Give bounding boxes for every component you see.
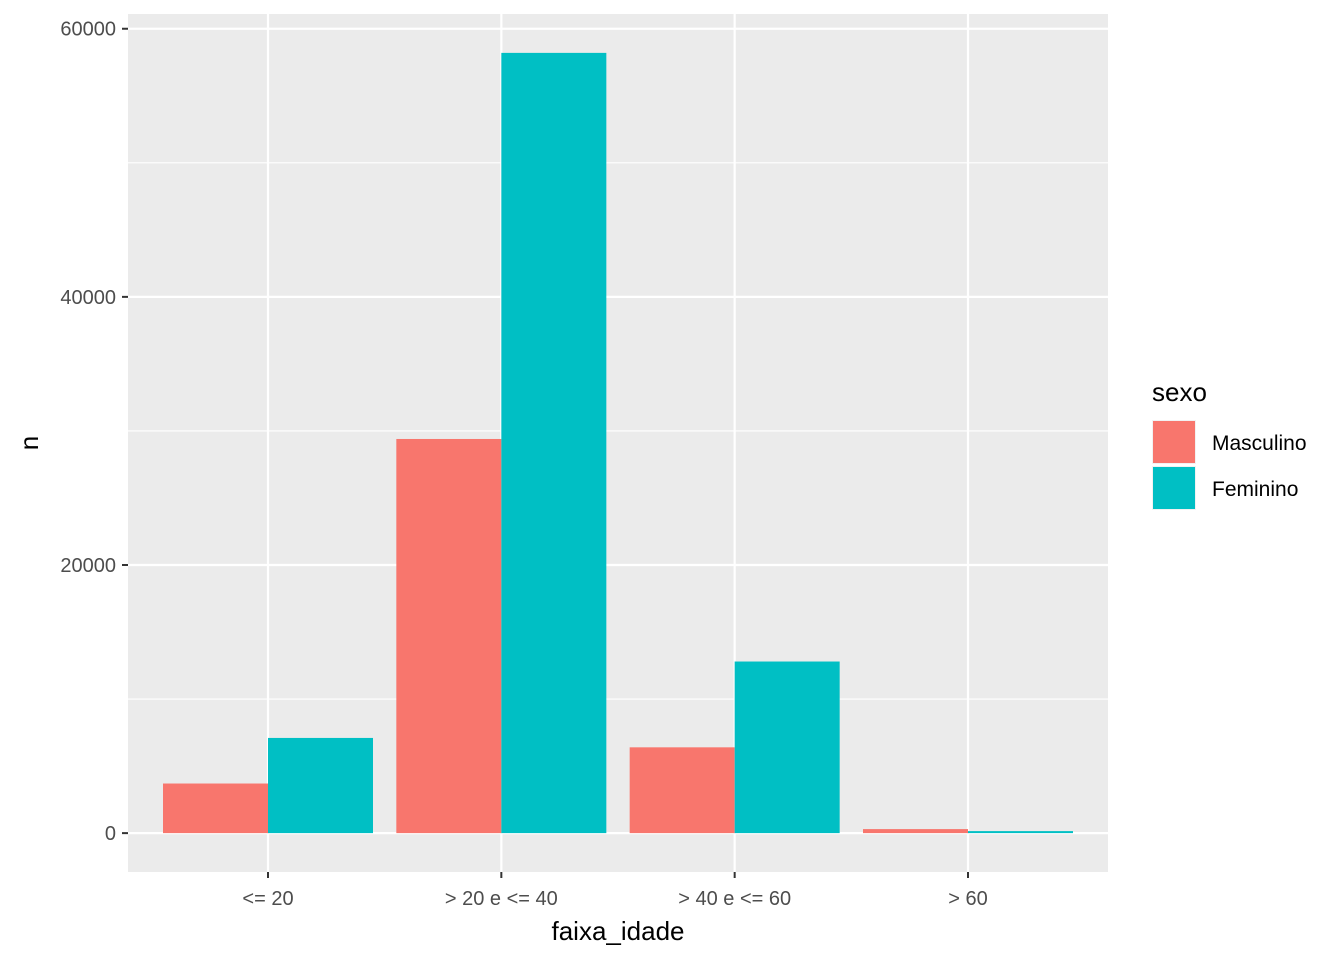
y-axis-title: n — [14, 436, 44, 450]
x-axis: <= 20 > 20 e <= 40 > 40 e <= 60 > 60 — [242, 872, 988, 910]
y-tick-label: 20000 — [60, 555, 116, 577]
y-axis: 0 20000 40000 60000 — [60, 19, 128, 845]
bar-feminino-1 — [501, 52, 607, 834]
legend-label-masculino: Masculino — [1212, 432, 1307, 455]
bar-masculino-0 — [163, 783, 268, 834]
legend-title: sexo — [1152, 377, 1207, 407]
legend-label-feminino: Feminino — [1212, 478, 1298, 501]
plot-panel — [128, 14, 1108, 872]
bar-feminino-3 — [968, 831, 1073, 834]
x-axis-title: faixa_idade — [552, 916, 685, 946]
legend: sexo Masculino Feminino — [1152, 377, 1307, 510]
x-tick-label: <= 20 — [242, 888, 293, 910]
x-tick-label: > 60 — [948, 888, 987, 910]
y-tick-label: 60000 — [60, 19, 116, 41]
bar-masculino-3 — [863, 829, 968, 834]
x-tick-label: > 40 e <= 60 — [678, 888, 791, 910]
minor-gridlines — [128, 162, 1108, 700]
y-tick-label: 0 — [105, 823, 116, 845]
legend-key-masculino — [1153, 421, 1195, 463]
bar-feminino-0 — [268, 737, 373, 834]
bar-feminino-2 — [734, 661, 840, 834]
bars — [163, 52, 1073, 834]
y-tick-label: 40000 — [60, 287, 116, 309]
bar-masculino-1 — [396, 438, 502, 834]
legend-key-feminino — [1153, 467, 1195, 509]
x-tick-label: > 20 e <= 40 — [445, 888, 558, 910]
bar-masculino-2 — [629, 747, 735, 834]
